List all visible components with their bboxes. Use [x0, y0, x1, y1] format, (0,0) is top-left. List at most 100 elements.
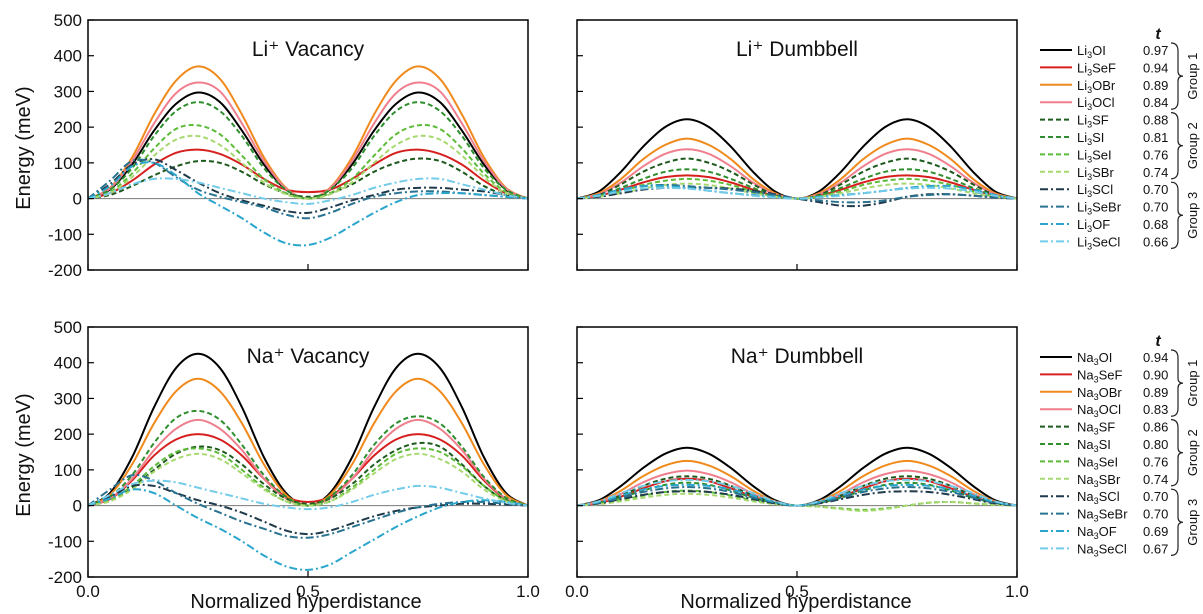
- legend-t-value: 0.66: [1143, 234, 1168, 249]
- legend-entry-name: Li3SeCl: [1077, 234, 1120, 251]
- y-axis-label-top: Energy (meV): [13, 86, 35, 209]
- y-tick-label: -100: [48, 225, 82, 244]
- formula-subscript: 3: [1087, 207, 1092, 217]
- series-line-na3sef: [87, 433, 529, 507]
- legend-entry-name: Li3SeI: [1077, 147, 1112, 164]
- legend-entry-name: Li3OI: [1077, 43, 1106, 60]
- legend-entry-name: Na3SBr: [1077, 472, 1121, 489]
- group-label: Group 2: [1185, 429, 1200, 476]
- formula-subscript: 3: [1087, 241, 1092, 251]
- legend-entry-name: Li3OBr: [1077, 78, 1116, 95]
- formula-anion: SeF: [1099, 367, 1123, 382]
- legend-t-value: 0.88: [1143, 113, 1168, 128]
- formula-anion: SeF: [1092, 60, 1116, 75]
- formula-subscript: 3: [1087, 102, 1092, 112]
- legend-entry-name: Na3SCl: [1077, 489, 1120, 506]
- formula-anion: SBr: [1092, 165, 1114, 180]
- formula-element: Na: [1077, 524, 1094, 539]
- formula-subscript: 3: [1094, 427, 1099, 437]
- formula-element: Li: [1077, 130, 1087, 145]
- y-tick-label: 400: [54, 354, 82, 373]
- formula-subscript: 3: [1094, 461, 1099, 471]
- formula-subscript: 3: [1094, 409, 1099, 419]
- formula-anion: OI: [1092, 43, 1106, 58]
- series-line-na3secl: [87, 479, 529, 511]
- formula-subscript: 3: [1087, 189, 1092, 199]
- formula-subscript: 3: [1087, 137, 1092, 147]
- legend-entry-name: Na3OF: [1077, 524, 1117, 541]
- group-label: Group 1: [1185, 360, 1200, 407]
- legend-t-value: 0.70: [1143, 489, 1168, 504]
- series-line-li3sf: [576, 157, 1018, 200]
- group-brace: [1170, 419, 1184, 487]
- formula-subscript: 3: [1087, 172, 1092, 182]
- formula-element: Li: [1077, 147, 1087, 162]
- y-tick-label: 300: [54, 82, 82, 101]
- legend-entry-name: Na3SF: [1077, 420, 1115, 437]
- formula-element: Li: [1077, 234, 1087, 249]
- x-tick-label: 1.0: [516, 582, 540, 601]
- panel-na-dumbbell: 0.0 0.5 1.0 Na⁺ Dumbbell: [565, 326, 1029, 601]
- legend-t-value: 0.86: [1143, 420, 1168, 435]
- series-line-li3si: [576, 168, 1018, 200]
- series-line-li3sef: [87, 148, 529, 200]
- panel-title-li-dumbbell: Li⁺ Dumbbell: [736, 38, 858, 61]
- formula-element: Li: [1077, 43, 1087, 58]
- formula-subscript: 3: [1094, 548, 1099, 558]
- x-axis-label-left: Normalized hyperdistance: [190, 591, 421, 613]
- formula-element: Na: [1077, 472, 1094, 487]
- formula-anion: OF: [1092, 217, 1110, 232]
- group-label: Group 2: [1185, 122, 1200, 169]
- formula-subscript: 3: [1087, 85, 1092, 95]
- formula-element: Na: [1077, 541, 1094, 556]
- series-line-li3of: [87, 161, 529, 247]
- legend-t-value: 0.69: [1143, 524, 1168, 539]
- series-line-li3secl: [87, 177, 529, 205]
- series-line-na3sebr: [576, 485, 1018, 507]
- legend-entry-name: Na3OBr: [1077, 385, 1122, 402]
- legend-t-value: 0.70: [1143, 507, 1168, 522]
- formula-subscript: 3: [1094, 531, 1099, 541]
- legend-t-value: 0.94: [1143, 350, 1168, 365]
- formula-anion: OCl: [1092, 95, 1115, 110]
- series-line-na3oi: [87, 352, 529, 507]
- formula-element: Li: [1077, 182, 1087, 197]
- formula-element: Na: [1077, 489, 1094, 504]
- legend-t-value: 0.84: [1143, 95, 1168, 110]
- y-tick-label: 300: [54, 389, 82, 408]
- legend-t-header: t: [1155, 333, 1161, 350]
- formula-anion: OBr: [1099, 385, 1123, 400]
- formula-anion: SeI: [1099, 454, 1119, 469]
- formula-anion: OF: [1099, 524, 1117, 539]
- legend-entry-name: Na3SeI: [1077, 454, 1118, 471]
- legend-t-value: 0.83: [1143, 402, 1168, 417]
- formula-element: Na: [1077, 454, 1094, 469]
- formula-subscript: 3: [1094, 444, 1099, 454]
- formula-element: Li: [1077, 60, 1087, 75]
- legend-entry-name: Li3SeF: [1077, 60, 1116, 77]
- series-line-na3si: [87, 409, 529, 507]
- group-brace: [1170, 112, 1184, 180]
- panel-title-na-dumbbell: Na⁺ Dumbbell: [731, 345, 863, 368]
- panel-title-li-vacancy: Li⁺ Vacancy: [252, 38, 365, 61]
- x-tick-label: 1.0: [1005, 582, 1029, 601]
- series-line-na3sbr: [87, 452, 529, 507]
- legend-t-value: 0.70: [1143, 200, 1168, 215]
- y-tick-label: 500: [54, 318, 82, 337]
- legend-t-value: 0.89: [1143, 78, 1168, 93]
- legend-entry-name: Li3SF: [1077, 113, 1109, 130]
- formula-element: Na: [1077, 507, 1094, 522]
- legend-entry-name: Li3OCl: [1077, 95, 1115, 112]
- group-brace: [1170, 42, 1184, 110]
- legend-t-value: 0.76: [1143, 454, 1168, 469]
- y-tick-label: 0: [73, 190, 82, 209]
- series-line-li3of: [576, 184, 1018, 200]
- group-brace: [1170, 488, 1184, 556]
- legend-entry-name: Li3SI: [1077, 130, 1104, 147]
- formula-subscript: 3: [1087, 224, 1092, 234]
- x-tick-label: 0.0: [565, 582, 589, 601]
- legend-entry-name: Li3OF: [1077, 217, 1110, 234]
